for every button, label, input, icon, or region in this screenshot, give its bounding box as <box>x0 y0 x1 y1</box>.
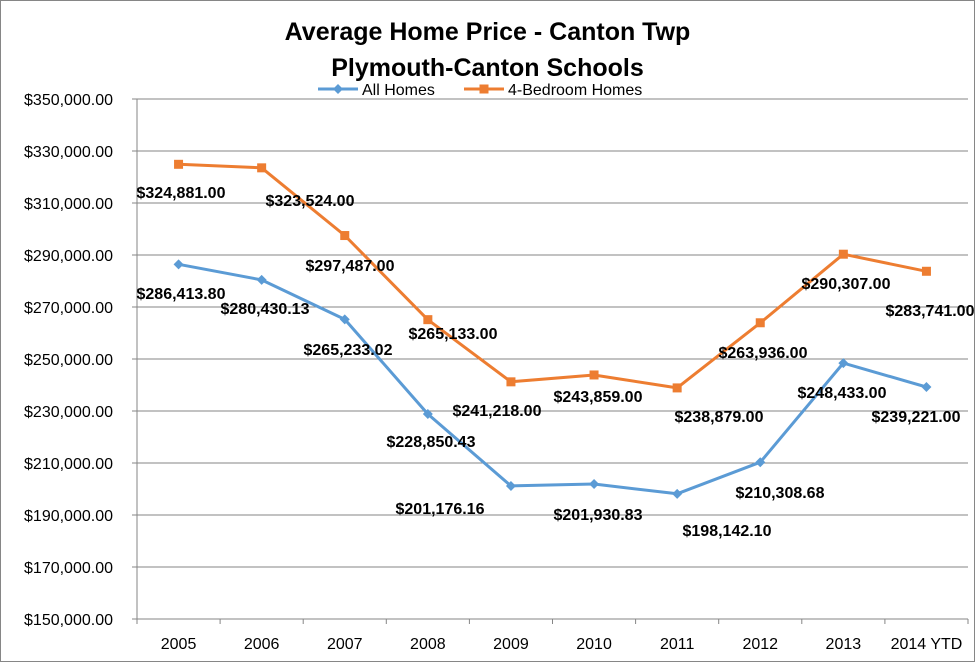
legend-label: All Homes <box>362 82 435 99</box>
y-tick-label: $350,000.00 <box>24 92 113 109</box>
data-label: $228,850.43 <box>387 434 476 451</box>
x-tick-label: 2006 <box>244 636 280 653</box>
y-tick-label: $210,000.00 <box>24 456 113 473</box>
data-label: $201,930.83 <box>554 507 643 524</box>
y-tick-label: $230,000.00 <box>24 404 113 421</box>
chart-title: Average Home Price - Canton Twp <box>284 18 691 46</box>
x-tick-label: 2013 <box>826 636 862 653</box>
data-point <box>173 259 184 270</box>
x-tick-label: 2009 <box>493 636 529 653</box>
series-line-4-bedroom-homes <box>178 162 927 390</box>
data-label: $323,524.00 <box>266 193 355 210</box>
data-label: $286,413.80 <box>137 286 226 303</box>
x-tick-label: 2014 YTD <box>891 636 963 653</box>
data-point <box>921 266 931 276</box>
data-point <box>257 163 267 173</box>
data-point <box>589 478 600 489</box>
y-tick-label: $190,000.00 <box>24 508 113 525</box>
x-tick-label: 2008 <box>410 636 446 653</box>
data-label: $283,741.00 <box>886 303 975 320</box>
series-lines <box>173 159 932 499</box>
data-label: $290,307.00 <box>802 276 891 293</box>
data-labels: $286,413.80$280,430.13 $265,233.02 $228,85… <box>137 185 975 540</box>
chart-subtitle: Plymouth-Canton Schools <box>331 54 644 82</box>
axes <box>132 98 969 624</box>
data-point <box>921 382 932 393</box>
data-label: $324,881.00 <box>137 185 226 202</box>
data-label: $248,433.00 <box>798 385 887 402</box>
data-label: $280,430.13 <box>221 301 310 318</box>
y-tick-label: $330,000.00 <box>24 144 113 161</box>
data-point <box>256 274 267 285</box>
y-tick-label: $290,000.00 <box>24 248 113 265</box>
y-tick-label: $170,000.00 <box>24 560 113 577</box>
data-point <box>755 457 766 468</box>
data-point <box>755 318 765 328</box>
data-point <box>672 383 682 393</box>
legend-label: 4-Bedroom Homes <box>508 82 642 99</box>
data-label: $239,221.00 <box>872 409 961 426</box>
data-label: $238,879.00 <box>675 409 764 426</box>
x-tick-labels: 2005 2006 2007 2008 2009 2010 2011 2012 2013 2014… <box>161 636 963 653</box>
data-label: $198,142.10 <box>683 523 772 540</box>
data-label: $263,936.00 <box>719 345 808 362</box>
legend-marker <box>333 84 343 94</box>
data-point <box>506 377 516 387</box>
data-point <box>505 480 516 491</box>
y-tick-label: $310,000.00 <box>24 196 113 213</box>
data-label: $265,233.02 <box>304 342 393 359</box>
data-label: $243,859.00 <box>554 389 643 406</box>
data-point <box>423 315 433 325</box>
data-label: $265,133.00 <box>409 326 498 343</box>
x-tick-label: 2012 <box>742 636 778 653</box>
data-point <box>340 231 350 241</box>
legend-marker <box>479 84 489 94</box>
data-point <box>838 249 848 259</box>
y-tick-label: $250,000.00 <box>24 352 113 369</box>
x-tick-label: 2011 <box>660 636 695 653</box>
data-label: $241,218.00 <box>453 403 542 420</box>
data-point <box>339 314 350 325</box>
series-line-all-homes <box>178 262 927 496</box>
x-tick-label: 2010 <box>576 636 612 653</box>
x-tick-label: 2005 <box>161 636 197 653</box>
data-point <box>672 488 683 499</box>
data-point <box>174 159 184 169</box>
x-tick-label: 2007 <box>327 636 363 653</box>
data-point <box>589 370 599 380</box>
y-tick-labels: $150,000.00 $170,000.00 $190,000.00 $210,00… <box>24 92 113 629</box>
legend: All Homes 4-Bedroom Homes <box>318 82 642 99</box>
data-point <box>838 358 849 369</box>
data-point <box>422 408 433 419</box>
data-label: $297,487.00 <box>306 258 395 275</box>
data-label: $201,176.16 <box>396 501 485 518</box>
y-tick-label: $270,000.00 <box>24 300 113 317</box>
data-label: $210,308.68 <box>736 485 825 502</box>
y-tick-label: $150,000.00 <box>24 612 113 629</box>
